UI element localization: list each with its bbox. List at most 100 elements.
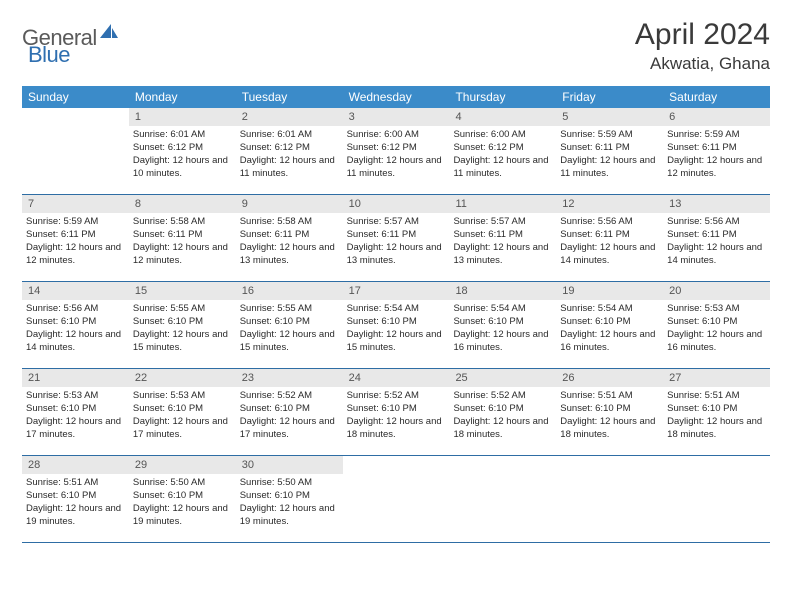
weekday-friday: Friday bbox=[556, 86, 663, 108]
day-body: Sunrise: 5:54 AMSunset: 6:10 PMDaylight:… bbox=[343, 300, 450, 358]
day-body: Sunrise: 5:51 AMSunset: 6:10 PMDaylight:… bbox=[663, 387, 770, 445]
day-body: Sunrise: 5:52 AMSunset: 6:10 PMDaylight:… bbox=[449, 387, 556, 445]
day-number: 11 bbox=[449, 195, 556, 213]
day-body: Sunrise: 6:01 AMSunset: 6:12 PMDaylight:… bbox=[129, 126, 236, 184]
empty-cell bbox=[343, 456, 450, 542]
day-cell-21: 21Sunrise: 5:53 AMSunset: 6:10 PMDayligh… bbox=[22, 369, 129, 455]
day-number: 29 bbox=[129, 456, 236, 474]
day-number: 14 bbox=[22, 282, 129, 300]
day-cell-9: 9Sunrise: 5:58 AMSunset: 6:11 PMDaylight… bbox=[236, 195, 343, 281]
day-number: 12 bbox=[556, 195, 663, 213]
day-cell-29: 29Sunrise: 5:50 AMSunset: 6:10 PMDayligh… bbox=[129, 456, 236, 542]
day-number: 5 bbox=[556, 108, 663, 126]
day-body: Sunrise: 5:56 AMSunset: 6:10 PMDaylight:… bbox=[22, 300, 129, 358]
day-body: Sunrise: 5:54 AMSunset: 6:10 PMDaylight:… bbox=[449, 300, 556, 358]
day-cell-5: 5Sunrise: 5:59 AMSunset: 6:11 PMDaylight… bbox=[556, 108, 663, 194]
day-body: Sunrise: 5:53 AMSunset: 6:10 PMDaylight:… bbox=[663, 300, 770, 358]
day-number: 23 bbox=[236, 369, 343, 387]
day-number: 3 bbox=[343, 108, 450, 126]
month-title: April 2024 bbox=[635, 18, 770, 52]
day-number: 6 bbox=[663, 108, 770, 126]
week-row: 1Sunrise: 6:01 AMSunset: 6:12 PMDaylight… bbox=[22, 108, 770, 195]
empty-cell bbox=[22, 108, 129, 194]
day-number: 30 bbox=[236, 456, 343, 474]
empty-cell bbox=[663, 456, 770, 542]
weekday-saturday: Saturday bbox=[663, 86, 770, 108]
day-cell-23: 23Sunrise: 5:52 AMSunset: 6:10 PMDayligh… bbox=[236, 369, 343, 455]
day-number: 7 bbox=[22, 195, 129, 213]
day-cell-10: 10Sunrise: 5:57 AMSunset: 6:11 PMDayligh… bbox=[343, 195, 450, 281]
day-cell-6: 6Sunrise: 5:59 AMSunset: 6:11 PMDaylight… bbox=[663, 108, 770, 194]
day-number: 25 bbox=[449, 369, 556, 387]
day-cell-14: 14Sunrise: 5:56 AMSunset: 6:10 PMDayligh… bbox=[22, 282, 129, 368]
weekday-thursday: Thursday bbox=[449, 86, 556, 108]
day-cell-25: 25Sunrise: 5:52 AMSunset: 6:10 PMDayligh… bbox=[449, 369, 556, 455]
day-cell-17: 17Sunrise: 5:54 AMSunset: 6:10 PMDayligh… bbox=[343, 282, 450, 368]
week-row: 28Sunrise: 5:51 AMSunset: 6:10 PMDayligh… bbox=[22, 456, 770, 543]
day-number: 21 bbox=[22, 369, 129, 387]
day-cell-18: 18Sunrise: 5:54 AMSunset: 6:10 PMDayligh… bbox=[449, 282, 556, 368]
day-number: 18 bbox=[449, 282, 556, 300]
day-cell-28: 28Sunrise: 5:51 AMSunset: 6:10 PMDayligh… bbox=[22, 456, 129, 542]
day-body: Sunrise: 5:50 AMSunset: 6:10 PMDaylight:… bbox=[236, 474, 343, 532]
day-cell-16: 16Sunrise: 5:55 AMSunset: 6:10 PMDayligh… bbox=[236, 282, 343, 368]
day-number: 17 bbox=[343, 282, 450, 300]
day-body: Sunrise: 5:57 AMSunset: 6:11 PMDaylight:… bbox=[343, 213, 450, 271]
week-row: 7Sunrise: 5:59 AMSunset: 6:11 PMDaylight… bbox=[22, 195, 770, 282]
brand-part2: Blue bbox=[28, 42, 70, 67]
day-number: 28 bbox=[22, 456, 129, 474]
brand-sail-icon bbox=[100, 24, 118, 43]
day-number: 8 bbox=[129, 195, 236, 213]
day-body: Sunrise: 5:51 AMSunset: 6:10 PMDaylight:… bbox=[556, 387, 663, 445]
day-number: 15 bbox=[129, 282, 236, 300]
day-number: 26 bbox=[556, 369, 663, 387]
day-number: 22 bbox=[129, 369, 236, 387]
day-body: Sunrise: 5:55 AMSunset: 6:10 PMDaylight:… bbox=[236, 300, 343, 358]
week-row: 21Sunrise: 5:53 AMSunset: 6:10 PMDayligh… bbox=[22, 369, 770, 456]
weekday-sunday: Sunday bbox=[22, 86, 129, 108]
day-cell-3: 3Sunrise: 6:00 AMSunset: 6:12 PMDaylight… bbox=[343, 108, 450, 194]
day-number: 27 bbox=[663, 369, 770, 387]
day-body: Sunrise: 6:00 AMSunset: 6:12 PMDaylight:… bbox=[449, 126, 556, 184]
day-cell-30: 30Sunrise: 5:50 AMSunset: 6:10 PMDayligh… bbox=[236, 456, 343, 542]
day-cell-20: 20Sunrise: 5:53 AMSunset: 6:10 PMDayligh… bbox=[663, 282, 770, 368]
day-cell-7: 7Sunrise: 5:59 AMSunset: 6:11 PMDaylight… bbox=[22, 195, 129, 281]
day-body: Sunrise: 5:59 AMSunset: 6:11 PMDaylight:… bbox=[22, 213, 129, 271]
day-number: 19 bbox=[556, 282, 663, 300]
location-label: Akwatia, Ghana bbox=[635, 54, 770, 74]
day-number: 24 bbox=[343, 369, 450, 387]
day-cell-15: 15Sunrise: 5:55 AMSunset: 6:10 PMDayligh… bbox=[129, 282, 236, 368]
day-cell-27: 27Sunrise: 5:51 AMSunset: 6:10 PMDayligh… bbox=[663, 369, 770, 455]
day-cell-22: 22Sunrise: 5:53 AMSunset: 6:10 PMDayligh… bbox=[129, 369, 236, 455]
calendar-grid: SundayMondayTuesdayWednesdayThursdayFrid… bbox=[22, 86, 770, 543]
day-body: Sunrise: 6:01 AMSunset: 6:12 PMDaylight:… bbox=[236, 126, 343, 184]
day-body: Sunrise: 5:59 AMSunset: 6:11 PMDaylight:… bbox=[663, 126, 770, 184]
day-body: Sunrise: 5:58 AMSunset: 6:11 PMDaylight:… bbox=[129, 213, 236, 271]
day-body: Sunrise: 5:50 AMSunset: 6:10 PMDaylight:… bbox=[129, 474, 236, 532]
day-number: 16 bbox=[236, 282, 343, 300]
day-cell-11: 11Sunrise: 5:57 AMSunset: 6:11 PMDayligh… bbox=[449, 195, 556, 281]
calendar-page: General April 2024 Akwatia, Ghana Blue S… bbox=[0, 0, 792, 561]
day-number: 1 bbox=[129, 108, 236, 126]
day-number: 13 bbox=[663, 195, 770, 213]
day-body: Sunrise: 5:56 AMSunset: 6:11 PMDaylight:… bbox=[556, 213, 663, 271]
weekday-monday: Monday bbox=[129, 86, 236, 108]
title-block: April 2024 Akwatia, Ghana bbox=[635, 18, 770, 74]
day-body: Sunrise: 5:58 AMSunset: 6:11 PMDaylight:… bbox=[236, 213, 343, 271]
day-number: 9 bbox=[236, 195, 343, 213]
day-body: Sunrise: 5:56 AMSunset: 6:11 PMDaylight:… bbox=[663, 213, 770, 271]
day-body: Sunrise: 5:57 AMSunset: 6:11 PMDaylight:… bbox=[449, 213, 556, 271]
day-cell-4: 4Sunrise: 6:00 AMSunset: 6:12 PMDaylight… bbox=[449, 108, 556, 194]
day-body: Sunrise: 5:53 AMSunset: 6:10 PMDaylight:… bbox=[22, 387, 129, 445]
day-body: Sunrise: 5:55 AMSunset: 6:10 PMDaylight:… bbox=[129, 300, 236, 358]
day-number: 2 bbox=[236, 108, 343, 126]
empty-cell bbox=[556, 456, 663, 542]
day-cell-24: 24Sunrise: 5:52 AMSunset: 6:10 PMDayligh… bbox=[343, 369, 450, 455]
day-cell-26: 26Sunrise: 5:51 AMSunset: 6:10 PMDayligh… bbox=[556, 369, 663, 455]
day-body: Sunrise: 5:52 AMSunset: 6:10 PMDaylight:… bbox=[343, 387, 450, 445]
day-body: Sunrise: 5:59 AMSunset: 6:11 PMDaylight:… bbox=[556, 126, 663, 184]
weekday-wednesday: Wednesday bbox=[343, 86, 450, 108]
day-body: Sunrise: 5:52 AMSunset: 6:10 PMDaylight:… bbox=[236, 387, 343, 445]
header: General April 2024 Akwatia, Ghana bbox=[22, 18, 770, 74]
week-row: 14Sunrise: 5:56 AMSunset: 6:10 PMDayligh… bbox=[22, 282, 770, 369]
